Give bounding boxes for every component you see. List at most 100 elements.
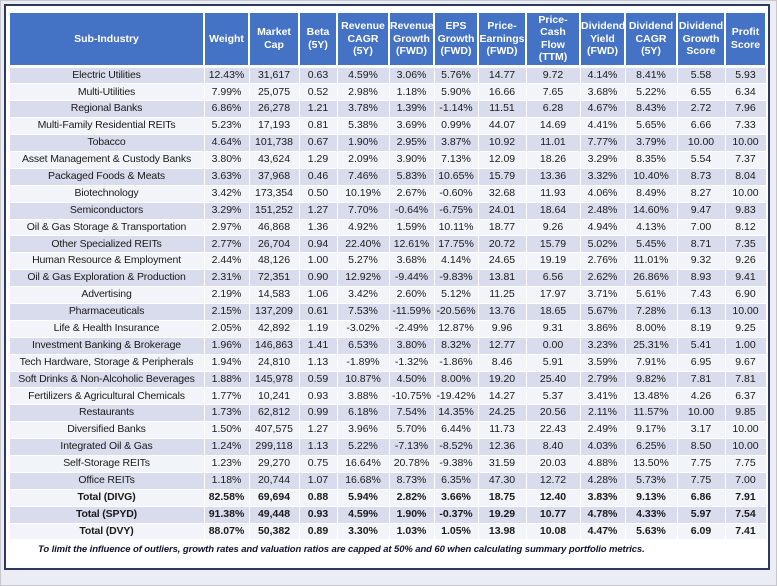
row-label: Life & Health Insurance [8,319,205,338]
cell: 5.65% [624,117,678,136]
cell: 1.27 [298,421,338,440]
cell: 10,241 [248,387,300,406]
cell: 6.09 [676,522,726,541]
cell: 8.35% [624,150,678,169]
cell: 9.41 [724,269,767,288]
cell: 3.32% [579,167,626,186]
cell: 7.28% [624,302,678,321]
cell: 146,863 [248,336,300,355]
cell: 7.54 [724,505,767,524]
cell: 4.59% [336,505,390,524]
cell: 8.49% [624,184,678,203]
cell: 2.15% [203,302,250,321]
cell: 0.88 [298,488,338,507]
cell: 5.63% [624,522,678,541]
cell: 10.77 [525,505,581,524]
cell: 3.30% [336,522,390,541]
row-label: Diversified Banks [8,421,205,440]
cell: 2.48% [579,201,626,220]
cell: 1.13 [298,353,338,372]
cell: 7.00 [724,471,767,490]
cell: 7.00 [676,218,726,237]
cell: 11.51 [477,100,527,119]
cell: 0.00 [525,336,581,355]
row-label: Pharmaceuticals [8,302,205,321]
cell: 3.96% [336,421,390,440]
cell: 10.40% [624,167,678,186]
cell: 5.67% [579,302,626,321]
cell: 7.13% [433,150,479,169]
cell: 7.75 [724,454,767,473]
cell: 20,744 [248,471,300,490]
cell: 9.83 [724,201,767,220]
cell: -11.59% [388,302,435,321]
cell: 9.31 [525,319,581,338]
cell: 7.91% [624,353,678,372]
cell: 10.00 [724,184,767,203]
row-label: Semiconductors [8,201,205,220]
cell: 12.72 [525,471,581,490]
cell: 1.29 [298,150,338,169]
cell: 9.47 [676,201,726,220]
cell: 7.37 [724,150,767,169]
cell: 8.00% [433,370,479,389]
cell: 9.32 [676,252,726,271]
cell: 3.66% [433,488,479,507]
cell: 1.59% [388,218,435,237]
cell: 3.42% [203,184,250,203]
column-header: Revenue CAGR (5Y) [336,11,390,67]
cell: 8.40 [525,438,581,456]
row-label: Self-Storage REITs [8,454,205,473]
cell: 8.43% [624,100,678,119]
cell: 3.29% [203,201,250,220]
table-row: Advertising 2.19% 14,583 1.06 3.42% 2.60% 5.12… [8,286,767,304]
cell: 6.95 [676,353,726,372]
cell: 1.06 [298,286,338,304]
cell: 17.75% [433,235,479,254]
cell: -20.56% [433,302,479,321]
cell: 26.86% [624,269,678,288]
cell: 10.00 [724,438,767,456]
row-label: Office REITs [8,471,205,490]
cell: 0.59 [298,370,338,389]
cell: 0.67 [298,134,338,152]
row-label: Total (SPYD) [8,505,205,524]
column-header: Profit Score [724,11,767,67]
cell: 8.41% [624,65,678,85]
table-row: Self-Storage REITs 1.23% 29,270 0.75 16.64% 2… [8,454,767,473]
cell: 2.72 [676,100,726,119]
cell: 11.01 [525,134,581,152]
cell: 5.97 [676,505,726,524]
cell: 14.60% [624,201,678,220]
cell: 6.55 [676,83,726,102]
cell: 5.22% [336,438,390,456]
cell: 14,583 [248,286,300,304]
cell: 14.35% [433,404,479,423]
cell: 4.78% [579,505,626,524]
cell: 18.77 [477,218,527,237]
row-label: Oil & Gas Exploration & Production [8,269,205,288]
cell: -0.60% [433,184,479,203]
cell: 25,075 [248,83,300,102]
cell: 3.88% [336,387,390,406]
cell: -10.75% [388,387,435,406]
total-row: Total (DIVG) 82.58% 69,694 0.88 5.94% 2.82% 3.… [8,488,767,507]
row-label: Tech Hardware, Storage & Peripherals [8,353,205,372]
cell: 0.50 [298,184,338,203]
cell: 13.50% [624,454,678,473]
row-label: Biotechnology [8,184,205,203]
cell: -2.49% [388,319,435,338]
cell: 5.37 [525,387,581,406]
cell: 13.98 [477,522,527,541]
cell: 18.75 [477,488,527,507]
cell: 7.54% [388,404,435,423]
cell: 5.90% [433,83,479,102]
cell: 3.69% [388,117,435,136]
cell: 3.63% [203,167,250,186]
cell: 3.80% [388,336,435,355]
cell: 0.93 [298,387,338,406]
cell: 13.76 [477,302,527,321]
cell: 8.93 [676,269,726,288]
cell: 6.25% [624,438,678,456]
cell: 3.68% [579,83,626,102]
